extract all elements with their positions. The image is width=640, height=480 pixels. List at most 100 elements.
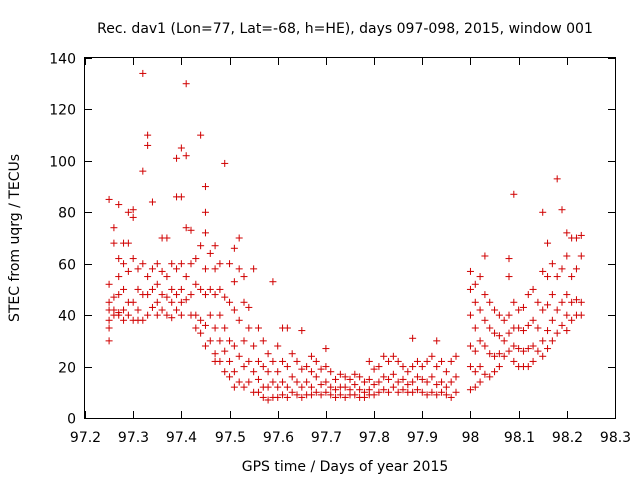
data-point <box>370 365 378 373</box>
data-point <box>144 311 152 319</box>
data-point <box>230 306 238 314</box>
data-point <box>572 296 580 304</box>
data-point <box>491 329 499 337</box>
data-point <box>495 332 503 340</box>
data-point <box>168 285 176 293</box>
data-point <box>148 198 156 206</box>
data-point <box>105 280 113 288</box>
data-point <box>216 337 224 345</box>
data-point <box>433 381 441 389</box>
data-point <box>428 373 436 381</box>
data-point <box>158 267 166 275</box>
data-point <box>139 167 147 175</box>
data-point <box>529 342 537 350</box>
data-point <box>524 345 532 353</box>
data-point <box>534 298 542 306</box>
data-point <box>259 363 267 371</box>
data-point <box>423 378 431 386</box>
data-point <box>466 267 474 275</box>
data-point <box>558 321 566 329</box>
data-point <box>221 347 229 355</box>
data-point <box>293 357 301 365</box>
data-point <box>182 296 190 304</box>
data-point <box>544 345 552 353</box>
data-point <box>476 337 484 345</box>
data-point <box>568 316 576 324</box>
data-point <box>298 365 306 373</box>
y-axis-label: STEC from uqrg / TECUs <box>7 154 23 322</box>
data-point <box>563 229 571 237</box>
data-point <box>351 391 359 399</box>
data-point <box>134 285 142 293</box>
data-point <box>139 316 147 324</box>
data-point <box>341 393 349 401</box>
data-point <box>158 306 166 314</box>
data-point <box>433 337 441 345</box>
data-point <box>471 347 479 355</box>
data-point <box>534 347 542 355</box>
data-point <box>553 175 561 183</box>
x-tick-label: 97.7 <box>311 430 342 446</box>
data-point <box>197 329 205 337</box>
data-point <box>206 285 214 293</box>
data-point <box>563 327 571 335</box>
data-point <box>466 363 474 371</box>
data-point <box>201 229 209 237</box>
data-point <box>303 363 311 371</box>
data-point <box>558 265 566 273</box>
data-point <box>173 306 181 314</box>
data-point <box>312 357 320 365</box>
data-point <box>375 363 383 371</box>
data-point <box>144 291 152 299</box>
data-point <box>110 293 118 301</box>
data-point <box>201 208 209 216</box>
data-point <box>259 337 267 345</box>
data-point <box>254 357 262 365</box>
data-point <box>158 291 166 299</box>
data-point <box>529 357 537 365</box>
data-point <box>452 388 460 396</box>
data-point <box>500 316 508 324</box>
data-point <box>471 383 479 391</box>
data-point <box>438 388 446 396</box>
y-tick-label: 0 <box>67 412 76 428</box>
data-point <box>192 324 200 332</box>
data-point <box>563 311 571 319</box>
data-point <box>235 316 243 324</box>
y-tick-label: 80 <box>58 206 76 222</box>
x-axis-ticks: 97.2 97.3 97.4 97.5 97.6 97.7 97.8 97.9 98 98.1 98… <box>70 58 631 446</box>
y-tick-label: 40 <box>58 309 76 325</box>
data-point <box>226 373 234 381</box>
data-point <box>418 388 426 396</box>
data-point <box>558 298 566 306</box>
data-point <box>201 183 209 191</box>
data-point <box>442 383 450 391</box>
data-point <box>177 144 185 152</box>
data-point <box>505 347 513 355</box>
data-point <box>283 324 291 332</box>
data-point <box>283 383 291 391</box>
data-point <box>216 260 224 268</box>
data-point <box>264 383 272 391</box>
data-point <box>240 298 248 306</box>
data-point <box>105 195 113 203</box>
data-point <box>201 265 209 273</box>
data-point <box>279 391 287 399</box>
data-point <box>153 311 161 319</box>
data-point <box>428 352 436 360</box>
data-point <box>245 303 253 311</box>
data-point <box>404 368 412 376</box>
data-point <box>433 391 441 399</box>
data-point <box>505 311 513 319</box>
data-point <box>235 378 243 386</box>
data-point <box>524 291 532 299</box>
data-point <box>418 363 426 371</box>
data-point <box>245 324 253 332</box>
data-point <box>177 298 185 306</box>
data-point <box>500 352 508 360</box>
data-point <box>548 291 556 299</box>
data-point <box>317 365 325 373</box>
data-point <box>515 345 523 353</box>
data-point <box>240 383 248 391</box>
data-point <box>577 298 585 306</box>
